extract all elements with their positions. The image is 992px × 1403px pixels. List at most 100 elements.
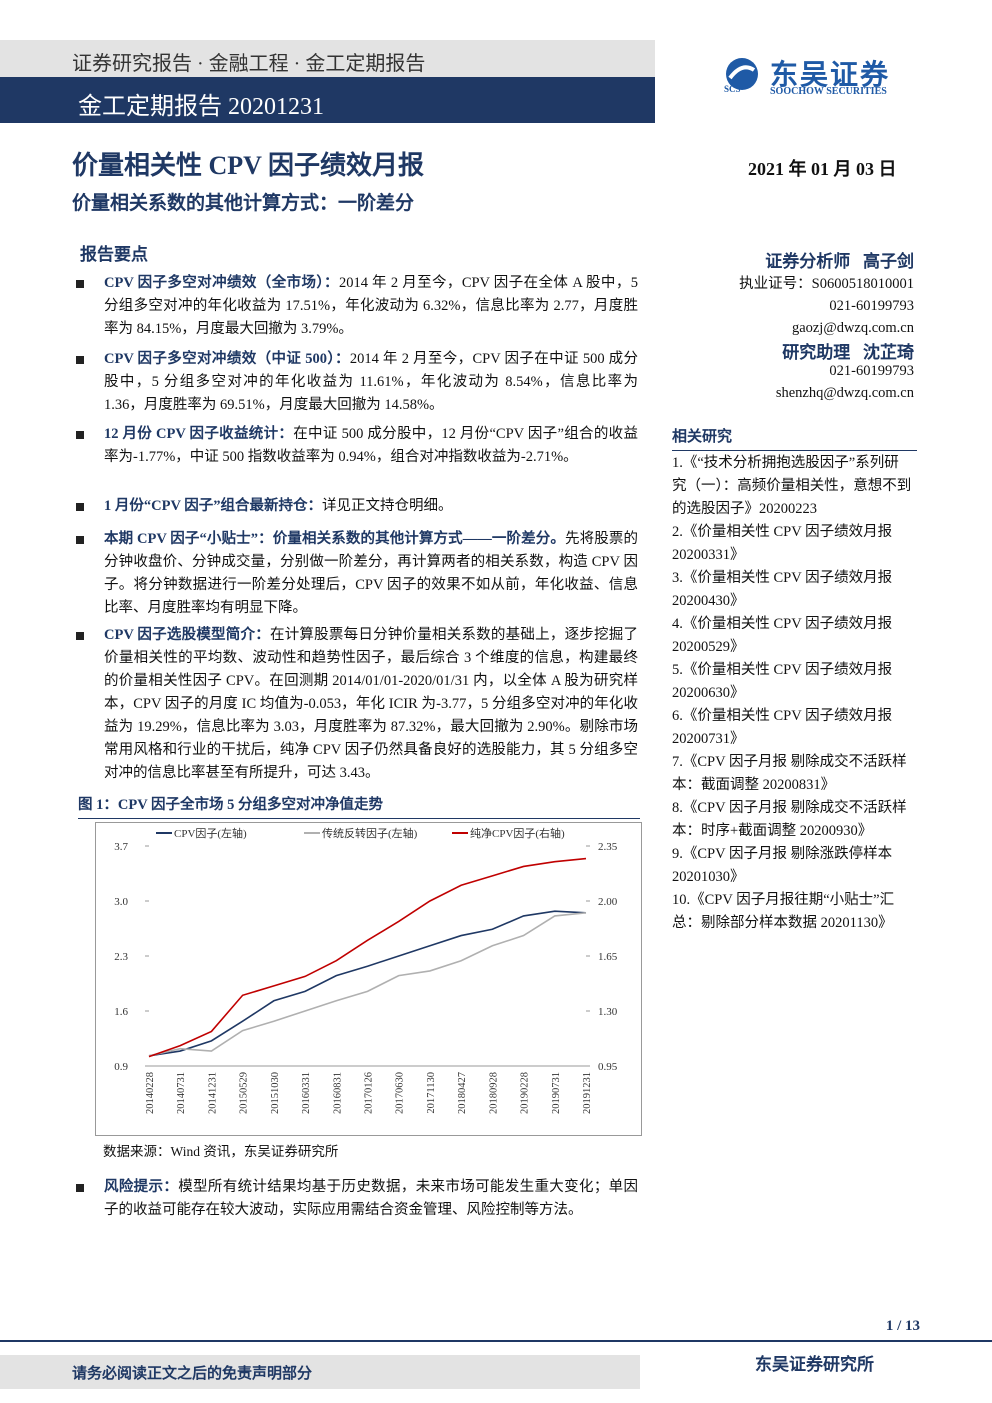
phone: 021-60199793 — [829, 298, 914, 314]
x-tick-label: 20180427 — [457, 1072, 468, 1114]
point-lead: CPV 因子多空对冲绩效（全市场）： — [104, 275, 339, 291]
y-tick-label: 2.3 — [114, 951, 128, 963]
legend-label: CPV因子(左轴) — [174, 826, 247, 840]
point-text: 2014 年 2 月至今，CPV 因子在中证 500 成分股中，5 分组多空对冲… — [104, 351, 638, 413]
summary-point: 本期 CPV 因子“小贴士”：价量相关系数的其他计算方式——一阶差分。先将股票的… — [76, 528, 638, 620]
x-tick-label: 20170126 — [364, 1072, 375, 1114]
summary-point: 12 月份 CPV 因子收益统计：在中证 500 成分股中，12 月份“CPV … — [76, 423, 638, 469]
y-tick-label: 0.9 — [114, 1061, 128, 1073]
x-tick-label: 20171130 — [426, 1072, 437, 1114]
x-tick-label: 20140228 — [145, 1072, 156, 1114]
point-body: CPV 因子多空对冲绩效（全市场）：2014 年 2 月至今，CPV 因子在全体… — [104, 272, 638, 341]
related-item: 9.《CPV 因子月报 剔除涨跌停样本 20201030》 — [672, 846, 893, 885]
y2-tick-label: 1.65 — [598, 951, 618, 963]
point-lead: 1 月份“CPV 因子”组合最新持仓： — [104, 498, 323, 514]
analyst-name: 高子剑 — [863, 252, 914, 271]
summary-point: CPV 因子选股模型简介：在计算股票每日分钟价量相关系数的基础上，逐步挖掘了价量… — [76, 624, 638, 785]
related-item: 2.《价量相关性 CPV 因子绩效月报 20200331》 — [672, 524, 893, 563]
summary-point: CPV 因子多空对冲绩效（中证 500）：2014 年 2 月至今，CPV 因子… — [76, 348, 638, 417]
x-tick-label: 20150529 — [239, 1072, 250, 1114]
assistant-role: 研究助理 — [782, 343, 851, 362]
chart: 0.9 1.6 2.3 3.0 3.7 0.95 1.30 1.65 2.00 2.35 20140… — [95, 822, 642, 1136]
point-body: CPV 因子多空对冲绩效（中证 500）：2014 年 2 月至今，CPV 因子… — [104, 348, 638, 417]
risk: 风险提示：模型所有统计结果均基于历史数据，未来市场可能发生重大变化；单因子的收益… — [76, 1176, 639, 1222]
footer-org: 东吴证券研究所 — [755, 1355, 874, 1374]
legend-label: 纯净CPV因子(右轴) — [470, 826, 565, 840]
related-item: 5.《价量相关性 CPV 因子绩效月报 20200630》 — [672, 662, 893, 701]
summary-heading: 报告要点 — [80, 245, 148, 264]
point-lead: 本期 CPV 因子“小贴士”：价量相关系数的其他计算方式——一阶差分。 — [104, 531, 566, 547]
x-tick-label: 20151030 — [270, 1072, 281, 1114]
disclaimer: 请务必阅读正文之后的免责声明部分 — [72, 1366, 313, 1382]
x-tick-label: 20180928 — [488, 1072, 499, 1114]
analyst-contact: 执业证号：S0600518010001 021-60199793 gaozj@dwz… — [739, 273, 914, 339]
summary-point: CPV 因子多空对冲绩效（全市场）：2014 年 2 月至今，CPV 因子在全体… — [76, 272, 638, 341]
related-item: 8.《CPV 因子月报 剔除成交不活跃样本：时序+截面调整 20200930》 — [672, 800, 907, 839]
figure-caption: 图 1：CPV 因子全市场 5 分组多空对冲净值走势 — [78, 793, 640, 819]
y-tick-label: 1.6 — [114, 1006, 128, 1018]
analyst-role-name: 证券分析师 高子剑 — [765, 247, 914, 272]
phone: 021-60199793 — [829, 363, 914, 379]
related-list: 1.《“技术分析拥抱选股因子”系列研究（一）：高频价量相关性，意想不到的选股因子… — [672, 452, 912, 935]
y2-tick-label: 2.00 — [598, 896, 618, 908]
point-lead: CPV 因子选股模型简介： — [104, 627, 270, 643]
cert: 执业证号：S0600518010001 — [739, 276, 914, 292]
x-tick-label: 20170630 — [395, 1072, 406, 1114]
summary-point: 1 月份“CPV 因子”组合最新持仓：详见正文持仓明细。 — [76, 495, 638, 518]
footer-band — [0, 1355, 640, 1389]
logo-mark — [726, 58, 758, 90]
date: 2021 年 01 月 03 日 — [748, 159, 897, 179]
risk-text: 模型所有统计结果均基于历史数据，未来市场可能发生重大变化；单因子的收益可能存在较… — [104, 1179, 639, 1218]
related-item: 10.《CPV 因子月报往期“小贴士”汇总：剔除部分样本数据 20201130》 — [672, 892, 895, 931]
point-text: 先将股票的分钟收盘价、分钟成交量，分别做一阶差分，再计算两者的相关系数，构造 C… — [104, 531, 638, 616]
x-tick-label: 20191231 — [582, 1072, 593, 1114]
assistant-name: 沈芷琦 — [863, 343, 914, 362]
related-item: 4.《价量相关性 CPV 因子绩效月报 20200529》 — [672, 616, 893, 655]
related-item: 7.《CPV 因子月报 剔除成交不活跃样本：截面调整 20200831》 — [672, 754, 907, 793]
analyst-role: 证券分析师 — [765, 252, 851, 271]
banner-text: 金工定期报告 20201231 — [78, 94, 324, 120]
series-line — [148, 911, 587, 1057]
banner — [0, 77, 655, 123]
footer-rule — [0, 1340, 992, 1342]
related-item: 6.《价量相关性 CPV 因子绩效月报 20200731》 — [672, 708, 893, 747]
point-text: 详见正文持仓明细。 — [322, 498, 453, 514]
page-number: 1 / 13 — [885, 1318, 920, 1334]
y2-tick-label: 0.95 — [598, 1061, 618, 1073]
title: 价量相关性 CPV 因子绩效月报 — [72, 151, 424, 180]
logo-abbr: SCS — [724, 84, 741, 94]
logo-cn: 东吴证券 — [770, 60, 891, 91]
point-text: 在计算股票每日分钟价量相关系数的基础上，逐步挖掘了价量相关性的平均数、波动性和趋… — [104, 627, 638, 781]
related-item: 1.《“技术分析拥抱选股因子”系列研究（一）：高频价量相关性，意想不到的选股因子… — [672, 455, 912, 517]
x-tick-label: 20160331 — [301, 1072, 312, 1114]
y2-tick-label: 2.35 — [598, 841, 618, 853]
x-tick-label: 20141231 — [207, 1072, 218, 1114]
legend-label: 传统反转因子(左轴) — [322, 826, 418, 840]
y-tick-label: 3.0 — [114, 896, 128, 908]
series-line — [148, 910, 587, 1057]
point-lead: CPV 因子多空对冲绩效（中证 500）： — [104, 351, 350, 367]
point-body: 1 月份“CPV 因子”组合最新持仓：详见正文持仓明细。 — [104, 495, 638, 518]
y-tick-label: 3.7 — [114, 841, 128, 853]
series-line: 证券研究报告 · 金融工程 · 金工定期报告 — [72, 53, 426, 75]
x-tick-label: 20160831 — [332, 1072, 343, 1114]
related-heading: 相关研究 — [672, 425, 917, 451]
risk-lead: 风险提示： — [104, 1179, 179, 1195]
point-body: 12 月份 CPV 因子收益统计：在中证 500 成分股中，12 月份“CPV … — [104, 423, 638, 469]
point-lead: 12 月份 CPV 因子收益统计： — [104, 426, 294, 442]
x-tick-label: 20190228 — [520, 1072, 531, 1114]
related-item: 3.《价量相关性 CPV 因子绩效月报 20200430》 — [672, 570, 893, 609]
x-tick-label: 20190731 — [551, 1072, 562, 1114]
email: gaozj@dwzq.com.cn — [791, 320, 914, 336]
email: shenzhq@dwzq.com.cn — [775, 385, 914, 401]
figure-source: 数据来源：Wind 资讯，东吴证券研究所 — [103, 1144, 339, 1159]
subtitle: 价量相关系数的其他计算方式：一阶差分 — [72, 193, 415, 214]
point-body: 本期 CPV 因子“小贴士”：价量相关系数的其他计算方式——一阶差分。先将股票的… — [104, 528, 638, 620]
series-line — [148, 857, 587, 1058]
y2-tick-label: 1.30 — [598, 1006, 618, 1018]
x-tick-label: 20140731 — [176, 1072, 187, 1114]
header-band — [0, 40, 655, 77]
assistant-role-name: 研究助理 沈芷琦 — [782, 338, 914, 363]
point-body: CPV 因子选股模型简介：在计算股票每日分钟价量相关系数的基础上，逐步挖掘了价量… — [104, 624, 638, 785]
assistant-contact: 021-60199793 shenzhq@dwzq.com.cn — [776, 360, 914, 404]
